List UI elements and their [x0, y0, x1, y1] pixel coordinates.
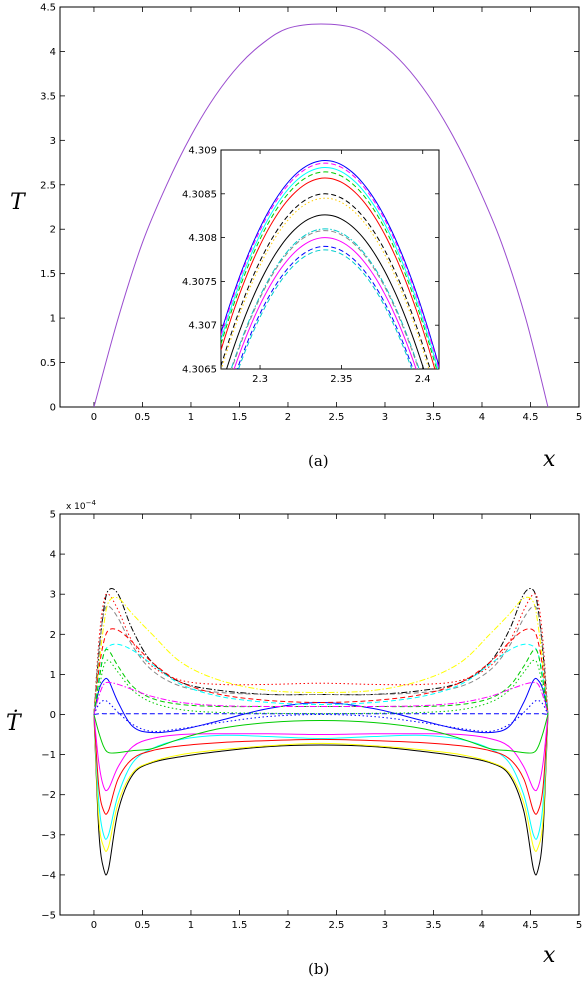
a-x-tick-label: 5: [576, 412, 582, 423]
b-y-tick-label: 0: [50, 710, 56, 721]
b-x-tick-label: 5: [576, 920, 582, 931]
inset-series-group: [221, 160, 439, 369]
series-line-b: [93, 681, 549, 715]
series-line-b: [93, 714, 549, 840]
series-line-b: [93, 605, 549, 715]
inset-y-tick-label: 4.309: [188, 146, 217, 157]
y-axis-exponent: x 10−4: [66, 499, 97, 512]
a-x-tick-label: 0.5: [135, 412, 151, 423]
a-y-tick-label: 1: [50, 314, 56, 325]
b-y-tick-label: 4: [50, 550, 56, 561]
b-y-tick-label: −5: [41, 911, 56, 922]
a-x-tick-label: 1.5: [232, 412, 248, 423]
inset-series-line: [237, 249, 413, 369]
a-x-tick-label: 4.5: [523, 412, 539, 423]
inset-series-line: [221, 162, 439, 369]
b-x-tick-label: 4.5: [523, 920, 539, 931]
a-x-tick-label: 3: [382, 412, 388, 423]
inset-y-tick-label: 4.3075: [182, 277, 217, 288]
b-x-tick-label: 3: [382, 920, 388, 931]
b-x-tick-label: 3.5: [426, 920, 442, 931]
a-x-tick-label: 1: [188, 412, 194, 423]
series-group-b: [93, 588, 549, 876]
b-x-tick-label: 0: [91, 920, 97, 931]
a-y-tick-label: 3: [50, 136, 56, 147]
b-x-tick-label: 1: [188, 920, 194, 931]
y-axis-label-b: Ṫ: [6, 709, 23, 736]
x-axis-label-b: x: [543, 943, 556, 968]
series-line-b: [93, 714, 549, 876]
caption-a: (a): [308, 452, 329, 470]
x-axis-label-a: x: [543, 447, 556, 472]
inset-y-tick-label: 4.307: [188, 321, 217, 332]
a-y-tick-label: 4.5: [40, 3, 56, 14]
a-y-tick-label: 3.5: [40, 91, 56, 102]
series-line-b: [93, 643, 549, 715]
b-y-tick-label: −3: [41, 830, 56, 841]
a-y-tick-label: 0: [50, 403, 56, 414]
inset-x-tick-label: 2.3: [252, 374, 268, 385]
a-x-tick-label: 3.5: [426, 412, 442, 423]
inset-series-line: [236, 245, 414, 369]
b-y-tick-label: −2: [41, 790, 56, 801]
a-y-tick-label: 4: [50, 47, 56, 58]
series-line-b: [93, 714, 549, 754]
inset-ticks: 2.3 2.35 2.4 4.3065 4.307 4.3075 4.308 4.3085 4.…: [182, 146, 439, 385]
a-y-tick-label: 1.5: [40, 269, 56, 280]
b-x-tick-label: 4: [479, 920, 485, 931]
y-axis-label-a: T: [10, 190, 27, 215]
ticks-a: 0 0.5 1 1.5 2 2.5 3 3.5 4 4.5 5 0 0.5 1 1.5 2 2.5 3 3.5 4 4.…: [40, 3, 582, 424]
inset-x-tick-label: 2.4: [415, 374, 431, 385]
b-x-tick-label: 2: [285, 920, 291, 931]
a-y-tick-label: 0.5: [40, 358, 56, 369]
panel-b: 0 0.5 1 1.5 2 2.5 3 3.5 4 4.5 5 −5 −4 −3 −2 −1 0 1 2 3 4 5 x …: [6, 499, 582, 978]
inset-series-line: [231, 230, 420, 369]
series-line-b: [93, 714, 549, 815]
inset-y-tick-label: 4.3065: [182, 365, 217, 376]
b-x-tick-label: 2.5: [329, 920, 345, 931]
series-line-b: [93, 714, 549, 792]
series-line-b: [93, 648, 549, 715]
b-y-tick-label: 5: [50, 510, 56, 521]
a-x-tick-label: 4: [479, 412, 485, 423]
inset-series-line: [230, 228, 420, 369]
a-x-tick-label: 2: [285, 412, 291, 423]
b-y-tick-label: 1: [50, 670, 56, 681]
inset-series-line: [221, 177, 436, 369]
exponent-base: x 10: [66, 502, 86, 512]
inset-series-line: [221, 160, 439, 367]
series-line-b: [93, 714, 549, 852]
inset-series-line: [221, 167, 439, 369]
inset-plot: 2.3 2.35 2.4 4.3065 4.307 4.3075 4.308 4.3085 4.…: [182, 146, 440, 385]
a-x-tick-label: 2.5: [329, 412, 345, 423]
inset-y-tick-label: 4.3085: [182, 189, 217, 200]
a-x-tick-label: 0: [91, 412, 97, 423]
b-x-tick-label: 1.5: [232, 920, 248, 931]
panel-a: 0 0.5 1 1.5 2 2.5 3 3.5 4 4.5 5 0 0.5 1 1.5 2 2.5 3 3.5 4 4.…: [10, 3, 582, 473]
inset-series-line: [226, 214, 425, 369]
inset-x-tick-label: 2.35: [330, 374, 352, 385]
series-group-a: [93, 23, 549, 408]
b-y-tick-label: −1: [41, 750, 56, 761]
series-line-b: [93, 593, 549, 715]
caption-b: (b): [308, 960, 329, 978]
inset-series-line: [221, 171, 438, 369]
a-y-tick-label: 2.5: [40, 180, 56, 191]
inset-series-line: [233, 237, 417, 369]
b-y-tick-label: 2: [50, 630, 56, 641]
inset-y-tick-label: 4.308: [188, 233, 217, 244]
b-y-tick-label: 3: [50, 590, 56, 601]
a-y-tick-label: 2: [50, 225, 56, 236]
series-line-b: [93, 596, 549, 715]
inset-series-line: [221, 193, 431, 369]
series-line-b: [93, 659, 549, 715]
ticks-b: 0 0.5 1 1.5 2 2.5 3 3.5 4 4.5 5 −5 −4 −3 −2 −1 0 1 2 3 4 5: [41, 510, 582, 932]
b-y-tick-label: −4: [41, 870, 56, 881]
series-line-a: [93, 23, 549, 408]
series-line-b: [93, 628, 549, 715]
exponent-power: −4: [86, 499, 97, 507]
b-x-tick-label: 0.5: [135, 920, 151, 931]
